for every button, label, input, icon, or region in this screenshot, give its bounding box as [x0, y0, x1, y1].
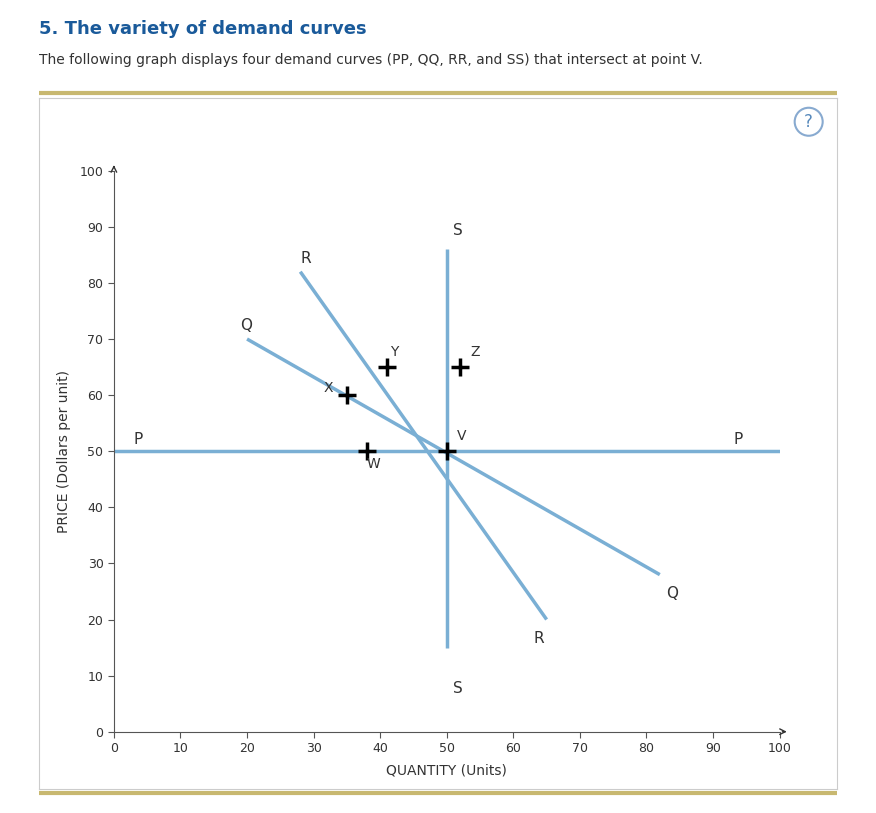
- Text: P: P: [134, 432, 143, 446]
- Text: R: R: [533, 631, 544, 646]
- Text: P: P: [733, 432, 742, 446]
- Text: R: R: [300, 251, 311, 266]
- Text: ?: ?: [804, 113, 813, 131]
- Text: The following graph displays four demand curves (PP, QQ, RR, and SS) that inters: The following graph displays four demand…: [39, 53, 703, 67]
- Text: S: S: [454, 681, 463, 696]
- Text: Q: Q: [667, 586, 678, 601]
- Y-axis label: PRICE (Dollars per unit): PRICE (Dollars per unit): [57, 370, 71, 533]
- Text: Q: Q: [240, 319, 252, 333]
- Text: S: S: [454, 223, 463, 238]
- Text: W: W: [367, 457, 380, 471]
- Text: Y: Y: [390, 345, 399, 359]
- X-axis label: QUANTITY (Units): QUANTITY (Units): [386, 763, 507, 777]
- Text: V: V: [456, 428, 466, 443]
- Text: X: X: [323, 381, 333, 395]
- Text: 5. The variety of demand curves: 5. The variety of demand curves: [39, 20, 367, 38]
- Text: Z: Z: [470, 345, 479, 359]
